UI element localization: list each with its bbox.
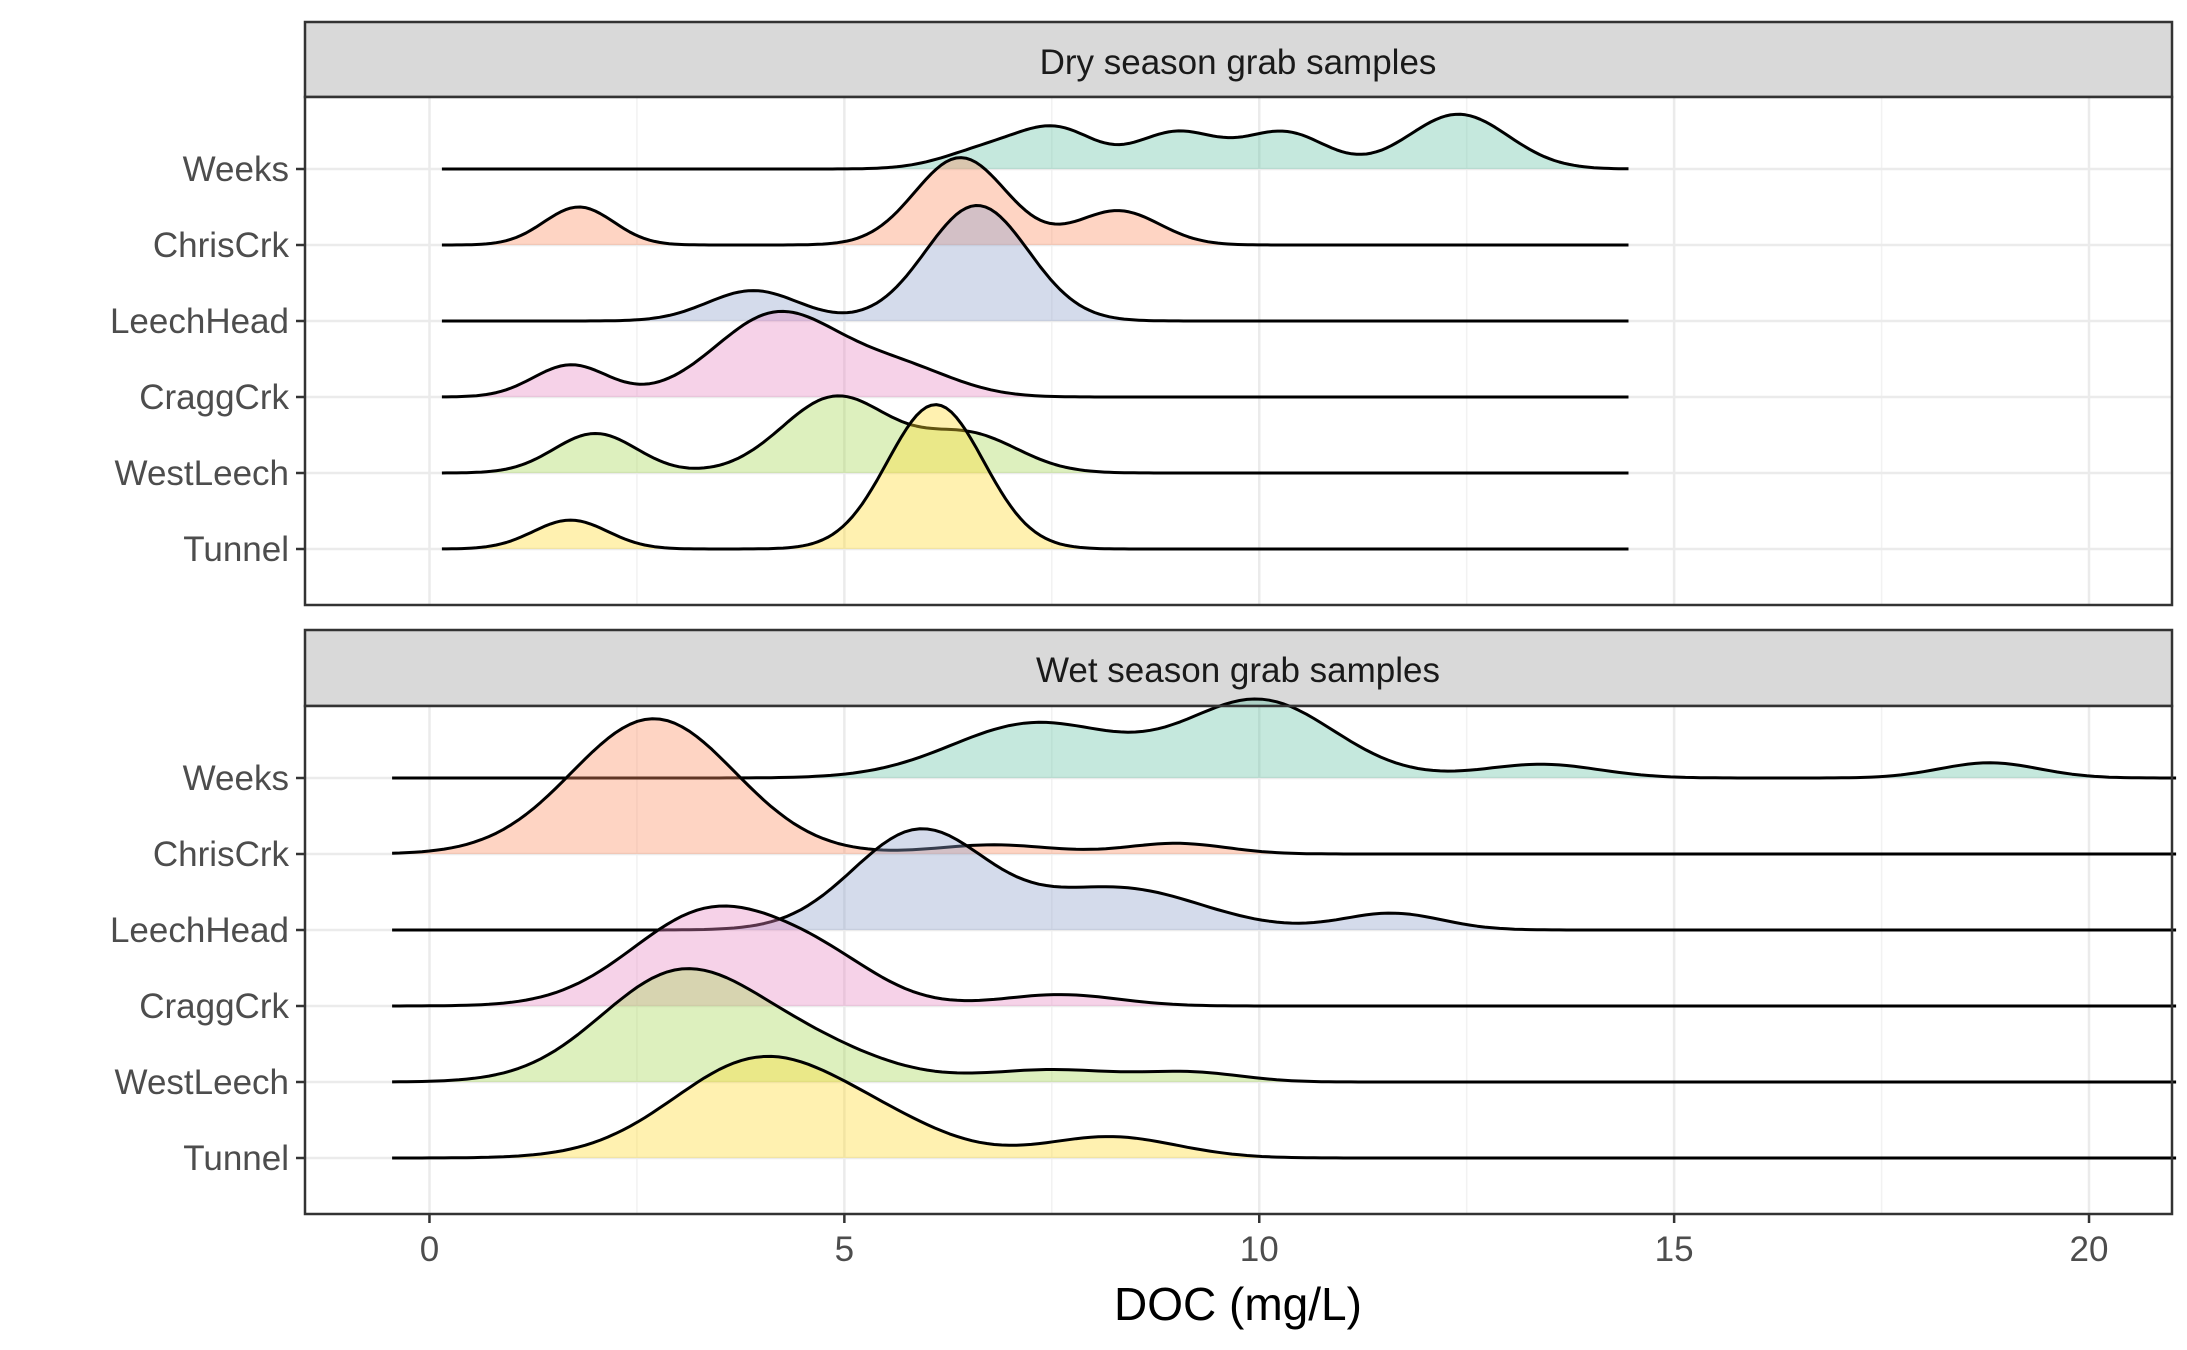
panel-border-dry	[303, 95, 2174, 607]
ridge-line-tunnel	[441, 403, 1629, 551]
strip-wet-season	[303, 628, 2174, 708]
ridge-craggcrk	[441, 309, 1629, 399]
y-tick-label: Weeks	[183, 150, 289, 189]
x-tick-label: 5	[835, 1230, 854, 1269]
ridge-line-chriscrk	[441, 156, 1629, 247]
ridges-dry	[441, 112, 1629, 551]
ridge-line-westleech	[392, 967, 2177, 1084]
x-axis: 0 5 10 15 20	[420, 1214, 2109, 1269]
ridge-weeks	[392, 697, 2177, 780]
ridge-line-weeks	[392, 697, 2177, 780]
ridge-line-craggcrk	[441, 309, 1629, 399]
y-tick-label: CraggCrk	[139, 378, 289, 417]
ridge-line-leechhead	[441, 204, 1629, 323]
panel-background-dry	[305, 97, 2172, 605]
ridge-area-craggcrk	[392, 906, 2177, 1006]
y-tick-label: Tunnel	[183, 530, 289, 569]
ridge-leechhead	[392, 827, 2177, 932]
ridge-weeks	[441, 112, 1629, 171]
strip-title-dry-season: Dry season grab samples	[1040, 43, 1437, 82]
ridge-area-tunnel	[441, 404, 1629, 549]
ridge-leechhead	[441, 204, 1629, 323]
ridge-craggcrk	[392, 904, 2177, 1008]
ridges-wet	[392, 697, 2177, 1160]
ridge-line-tunnel	[392, 1054, 2177, 1160]
y-tick-label: WestLeech	[115, 1063, 289, 1102]
ridge-line-westleech	[441, 394, 1629, 475]
ridge-chriscrk	[392, 717, 2177, 856]
x-tick-label: 0	[420, 1230, 439, 1269]
x-axis-title: DOC (mg/L)	[1114, 1278, 1362, 1330]
facet-wet-season: Wet season grab samples Weeks ChrisCrk Lee…	[110, 628, 2177, 1216]
strip-dry-season	[303, 20, 2174, 99]
ridge-chriscrk	[441, 156, 1629, 247]
ridge-line-weeks	[441, 112, 1629, 171]
ridge-area-leechhead	[392, 828, 2177, 930]
y-tick-label: LeechHead	[110, 911, 289, 950]
y-tick-label: CraggCrk	[139, 987, 289, 1026]
y-tick-label: WestLeech	[115, 454, 289, 493]
ridge-line-leechhead	[392, 827, 2177, 932]
y-tick-label: Weeks	[183, 759, 289, 798]
facet-dry-season: Dry season grab samples Weeks ChrisCrk Lee…	[110, 20, 2174, 607]
strip-title-wet-season: Wet season grab samples	[1036, 651, 1440, 690]
panel-border-wet	[303, 704, 2174, 1216]
y-tick-label: Tunnel	[183, 1139, 289, 1178]
ridge-area-chriscrk	[441, 157, 1629, 245]
y-tick-label: LeechHead	[110, 302, 289, 341]
ridge-area-weeks	[441, 114, 1629, 169]
x-tick-label: 10	[1240, 1230, 1279, 1269]
x-tick-label: 20	[2070, 1230, 2109, 1269]
ridge-tunnel	[441, 403, 1629, 551]
y-tick-label: ChrisCrk	[153, 835, 290, 874]
x-tick-label: 15	[1655, 1230, 1694, 1269]
ridge-area-tunnel	[392, 1056, 2177, 1158]
y-axis-dry: Weeks ChrisCrk LeechHead CraggCrk WestLeech T…	[110, 150, 305, 569]
y-axis-wet: Weeks ChrisCrk LeechHead CraggCrk WestLeech T…	[110, 759, 305, 1178]
ridge-line-chriscrk	[392, 717, 2177, 856]
ridge-area-weeks	[392, 699, 2177, 778]
ridge-line-craggcrk	[392, 904, 2177, 1008]
ridge-westleech	[392, 967, 2177, 1084]
ridge-tunnel	[392, 1054, 2177, 1160]
ridge-westleech	[441, 394, 1629, 475]
ridge-area-westleech	[392, 968, 2177, 1082]
y-tick-label: ChrisCrk	[153, 226, 290, 265]
ridge-area-craggcrk	[441, 311, 1629, 397]
